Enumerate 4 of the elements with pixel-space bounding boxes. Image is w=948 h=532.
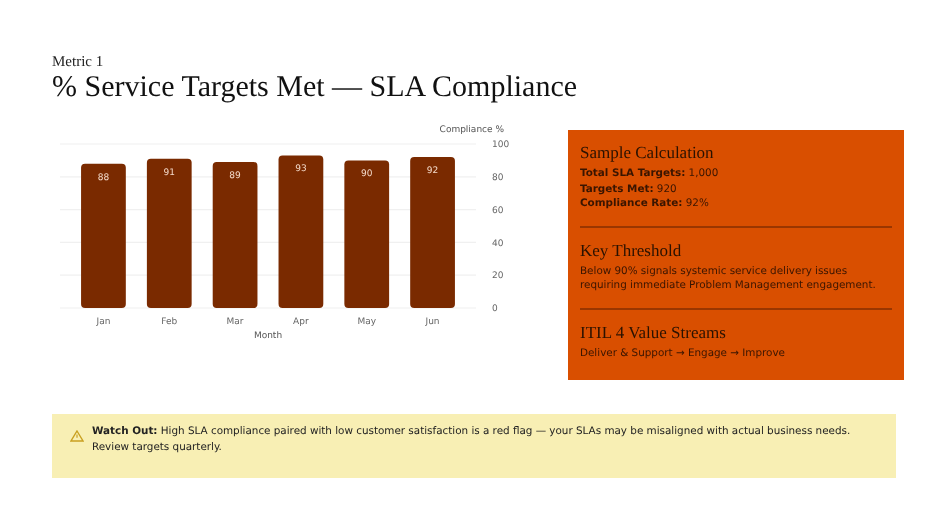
text: Sample Calculation	[580, 142, 716, 162]
text: Key Threshold	[580, 239, 684, 260]
text: ITIL 4 Value Streams	[580, 321, 728, 342]
chart-title: % Service Targets Met — SLA Compliance	[52, 72, 578, 106]
